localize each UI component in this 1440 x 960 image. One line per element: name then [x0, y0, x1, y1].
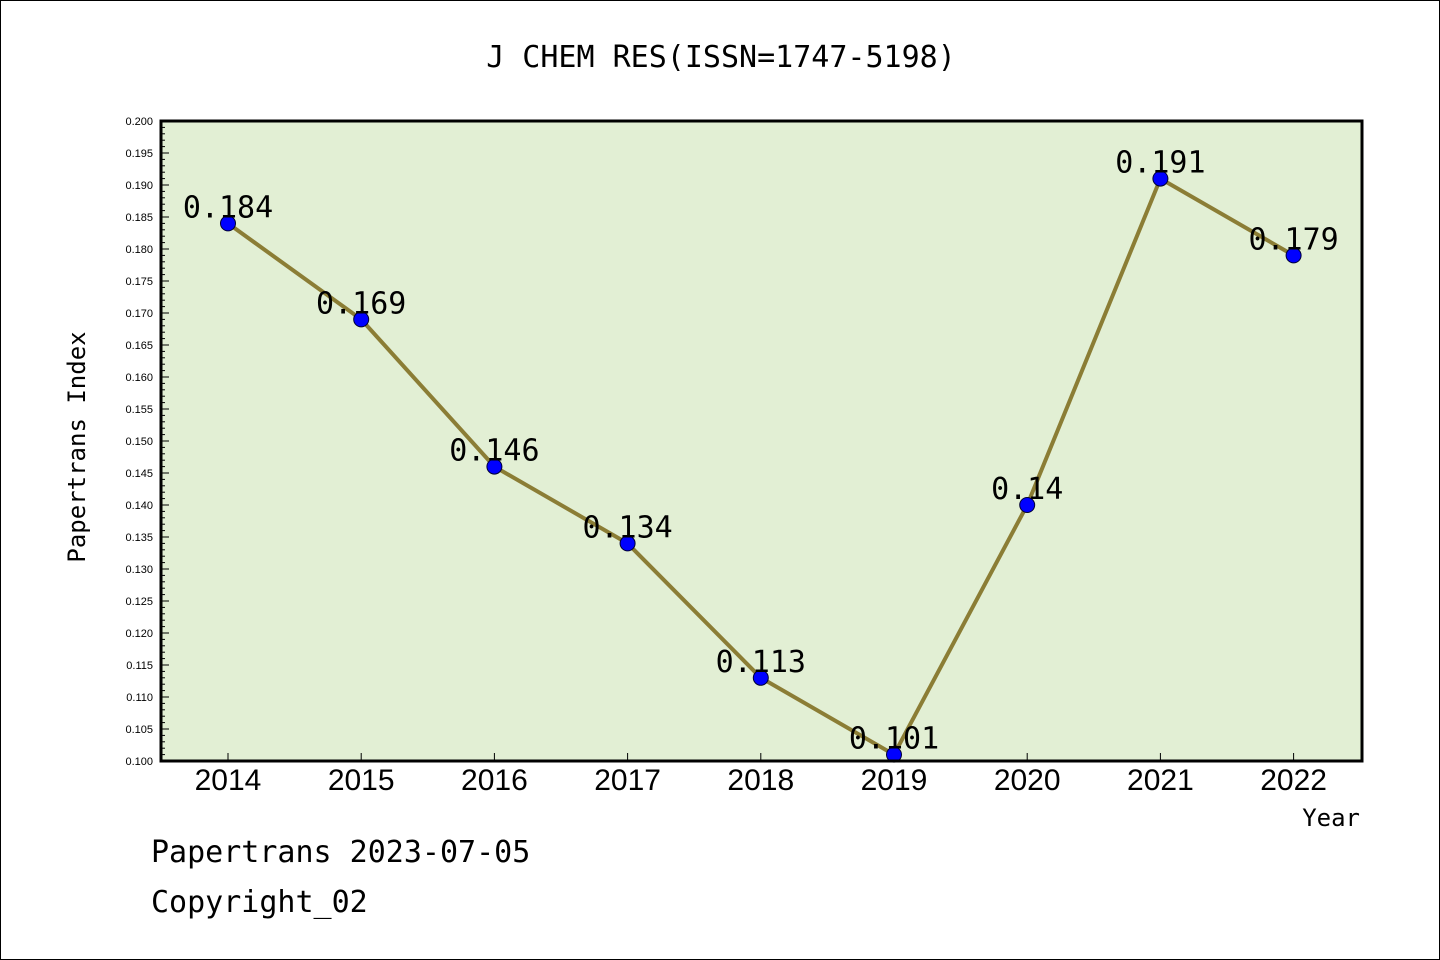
- y-tick-label: 0.130: [125, 564, 153, 576]
- data-label: 0.14: [991, 472, 1063, 507]
- data-point: [486, 458, 503, 475]
- x-axis-label: Year: [1302, 804, 1360, 832]
- y-tick-label: 0.125: [125, 596, 153, 608]
- data-label: 0.113: [716, 645, 806, 680]
- data-labels: 0.184 0.169 0.146 0.134 0.113 0.101 0.14 0.191 0…: [183, 146, 1339, 757]
- y-tick-label: 0.150: [125, 436, 153, 448]
- y-tick-label: 0.115: [126, 660, 153, 672]
- y-tick-label: 0.110: [126, 692, 153, 704]
- chart-title: J CHEM RES(ISSN=1747-5198): [486, 40, 956, 75]
- y-axis: 0.100 0.105 0.110 0.115 0.120 0.125 0.130 0.135…: [125, 116, 169, 768]
- x-tick-label: 2015: [328, 764, 395, 797]
- footer-copyright: Copyright_02: [151, 885, 368, 920]
- x-tick-label: 2021: [1127, 764, 1194, 797]
- y-tick-label: 0.105: [125, 724, 153, 736]
- plot-border: [159, 119, 1364, 763]
- x-tick-label: 2020: [994, 764, 1061, 797]
- data-points: [220, 170, 1302, 763]
- data-point: [752, 669, 769, 686]
- x-tick-label: 2019: [861, 764, 928, 797]
- y-tick-label: 0.175: [125, 276, 153, 288]
- y-tick-label: 0.190: [125, 180, 153, 192]
- y-tick-label: 0.200: [125, 116, 153, 128]
- data-label: 0.146: [449, 434, 539, 469]
- data-label: 0.184: [183, 190, 273, 225]
- y-tick-label: 0.165: [125, 340, 153, 352]
- y-tick-label: 0.135: [125, 532, 153, 544]
- data-label: 0.179: [1248, 222, 1338, 257]
- y-tick-label: 0.160: [125, 372, 153, 384]
- data-point: [1152, 170, 1169, 187]
- y-tick-label: 0.140: [125, 500, 153, 512]
- x-tick-label: 2016: [461, 764, 528, 797]
- y-tick-label: 0.145: [125, 468, 153, 480]
- x-tick-label: 2018: [727, 764, 794, 797]
- data-point: [1019, 497, 1036, 513]
- data-point: [1285, 247, 1302, 264]
- plot-area: [161, 121, 1362, 761]
- y-tick-label: 0.100: [125, 756, 153, 768]
- y-tick-label: 0.180: [125, 244, 153, 256]
- data-point: [220, 215, 236, 232]
- data-point: [619, 535, 636, 552]
- footer-date: Papertrans 2023-07-05: [151, 835, 531, 870]
- x-tick-label: 2014: [195, 764, 262, 797]
- data-label: 0.191: [1115, 146, 1205, 181]
- data-point: [353, 311, 370, 328]
- y-axis-label: Papertrans Index: [63, 331, 91, 562]
- data-label: 0.134: [582, 510, 672, 545]
- y-tick-label: 0.155: [125, 404, 153, 416]
- x-axis: 2014 2015 2016 2017 2018 2019 2020 2021 2022: [195, 753, 1327, 797]
- y-tick-label: 0.195: [125, 148, 153, 160]
- y-tick-label: 0.120: [125, 628, 153, 640]
- x-tick-label: 2022: [1260, 764, 1327, 797]
- data-label: 0.101: [849, 722, 939, 757]
- y-tick-label: 0.185: [125, 212, 153, 224]
- x-tick-label: 2017: [594, 764, 661, 797]
- data-label: 0.169: [316, 286, 406, 321]
- y-tick-label: 0.170: [125, 308, 153, 320]
